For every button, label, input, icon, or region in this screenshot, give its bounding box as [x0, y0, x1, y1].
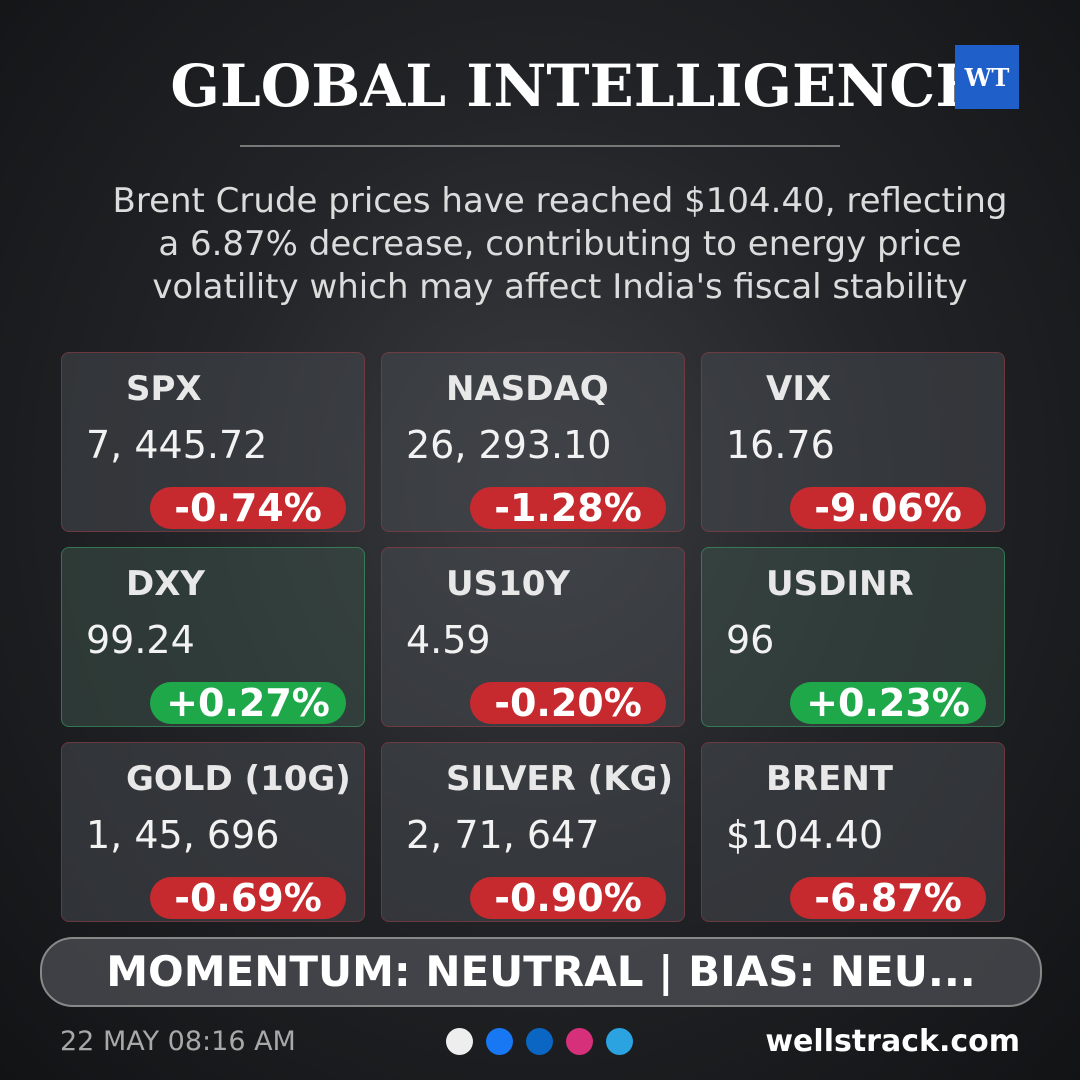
ticker-name: VIX: [766, 369, 832, 409]
change-badge: +0.23%: [790, 682, 986, 724]
website[interactable]: wellstrack.com: [765, 1024, 1020, 1059]
telegram-icon[interactable]: [606, 1028, 633, 1055]
banner: MOMENTUM: NEUTRAL | BIAS: NEU...: [40, 937, 1042, 1007]
ticker-tile: NASDAQ 26, 293.10 -1.28%: [381, 352, 685, 532]
ticker-value: 7, 445.72: [86, 423, 268, 467]
change-badge: -0.69%: [150, 877, 346, 919]
change-badge: -1.28%: [470, 487, 666, 529]
ticker-name: US10Y: [446, 564, 571, 604]
title: GLOBAL INTELLIGENCE: [170, 52, 980, 120]
ticker-value: 2, 71, 647: [406, 813, 600, 857]
ticker-name: BRENT: [766, 759, 893, 799]
divider: [240, 145, 840, 147]
ticker-tile: BRENT $104.40 -6.87%: [701, 742, 1005, 922]
change-badge: -0.20%: [470, 682, 666, 724]
ticker-tile: USDINR 96 +0.23%: [701, 547, 1005, 727]
summary-line: a 6.87% decrease, contributing to energy…: [158, 224, 962, 264]
change-badge: -6.87%: [790, 877, 986, 919]
ticker-tile: DXY 99.24 +0.27%: [61, 547, 365, 727]
summary-line: volatility which may affect India's fisc…: [152, 267, 968, 307]
linkedin-icon[interactable]: [526, 1028, 553, 1055]
facebook-icon[interactable]: [486, 1028, 513, 1055]
ticker-value: 16.76: [726, 423, 835, 467]
ticker-value: 1, 45, 696: [86, 813, 280, 857]
ticker-name: NASDAQ: [446, 369, 609, 409]
change-badge: -0.74%: [150, 487, 346, 529]
change-badge: -9.06%: [790, 487, 986, 529]
ticker-tile: SPX 7, 445.72 -0.74%: [61, 352, 365, 532]
summary: Brent Crude prices have reached $104.40,…: [40, 180, 1080, 309]
change-badge: -0.90%: [470, 877, 666, 919]
ticker-tile: SILVER (KG) 2, 71, 647 -0.90%: [381, 742, 685, 922]
ticker-name: SILVER (KG): [446, 759, 674, 799]
ticker-value: 96: [726, 618, 775, 662]
summary-line: Brent Crude prices have reached $104.40,…: [112, 181, 1008, 221]
ticker-value: $104.40: [726, 813, 884, 857]
ticker-tile: US10Y 4.59 -0.20%: [381, 547, 685, 727]
social-icons: [446, 1028, 633, 1055]
ticker-name: SPX: [126, 369, 202, 409]
ticker-value: 26, 293.10: [406, 423, 612, 467]
ticker-value: 99.24: [86, 618, 195, 662]
timestamp: 22 MAY 08:16 AM: [60, 1026, 296, 1057]
logo: WT: [955, 45, 1019, 109]
instagram-icon[interactable]: [566, 1028, 593, 1055]
ticker-name: DXY: [126, 564, 206, 604]
ticker-value: 4.59: [406, 618, 491, 662]
x-icon[interactable]: [446, 1028, 473, 1055]
change-badge: +0.27%: [150, 682, 346, 724]
ticker-tile: GOLD (10G) 1, 45, 696 -0.69%: [61, 742, 365, 922]
ticker-name: USDINR: [766, 564, 914, 604]
ticker-tile: VIX 16.76 -9.06%: [701, 352, 1005, 532]
ticker-name: GOLD (10G): [126, 759, 351, 799]
